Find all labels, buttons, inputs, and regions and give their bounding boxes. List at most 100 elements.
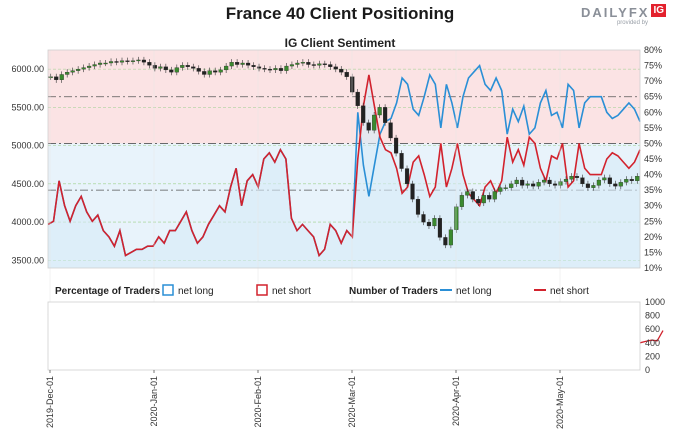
candle-body [366,122,371,131]
candle-body [503,187,508,189]
candle-body [136,59,141,62]
y-right-tick-label: 35% [644,185,662,195]
candle-body [114,61,119,63]
y-traders-tick-label: 0 [645,365,650,375]
y-right-tick-label: 75% [644,61,662,71]
candle-body [98,62,103,65]
page-title: France 40 Client Positioning [225,4,455,23]
y-right-tick-label: 60% [644,107,662,117]
candle-body [547,179,552,185]
candle-body [624,179,629,183]
y-traders-tick-label: 800 [645,311,660,321]
candle-body [300,62,305,64]
candle-body [267,68,273,71]
candle-body [372,114,377,131]
y-left-tick-label: 3500.00 [11,255,44,265]
x-tick-label: 2020-May-01 [555,376,565,429]
candle-body [218,69,223,73]
candle-body [383,107,388,123]
candle-body [574,176,580,178]
candle-body [426,221,432,227]
candle-body [256,66,262,69]
candle-body [355,91,360,106]
dailyfx-logo[interactable]: DAILYFX IG provided by [581,4,666,26]
candle-body [185,65,190,67]
candle-body [295,62,300,65]
candle-body [629,179,634,181]
candle-body [119,60,125,63]
candle-body [591,185,596,188]
candle-body [246,62,251,66]
y-right-tick-label: 15% [644,247,662,257]
candle-body [470,191,475,200]
x-tick-label: 2020-Jan-01 [149,376,159,427]
candle-body [415,199,421,215]
y-right-tick-label: 30% [644,201,662,211]
candle-body [448,229,453,246]
candle-body [536,182,541,187]
candle-body [317,63,322,66]
sentiment-chart-title: IG Client Sentiment [285,36,396,50]
legend-pct-title: Percentage of Traders [55,286,160,297]
sentiment-axes: 6000.00 5500.00 5000.00 4500.00 4000.00 3500.… [11,45,662,273]
y-right-tick-label: 20% [644,232,662,242]
candle-body [542,179,547,183]
candle-body [147,62,152,66]
candle-body [520,179,525,186]
candle-body [421,214,426,223]
x-tick-label: 2020-Mar-01 [347,376,357,428]
candle-body [103,62,108,65]
x-tick-label: 2020-Apr-01 [451,376,461,426]
candle-body [514,179,519,185]
legend-pct-short-label: net short [272,286,311,297]
candle-body [70,70,75,73]
sentiment-plot [47,50,641,370]
y-right-tick-label: 50% [644,138,662,148]
sentiment-frame [47,49,641,269]
candle-body [580,177,585,185]
candle-body [492,191,497,200]
candle-body [191,66,196,69]
candle-body [437,218,442,238]
x-tick-label: 2019-Dec-01 [45,376,55,428]
candle-body [459,195,464,207]
candle-body [344,72,349,77]
candle-body [377,107,382,116]
candle-body [229,62,234,67]
y-right-tick-label: 25% [644,216,662,226]
candle-body [224,65,229,71]
candle-body [388,122,393,139]
y-left-tick-label: 4000.00 [11,217,44,227]
y-left-tick-label: 5000.00 [11,141,44,151]
y-traders-tick-label: 400 [645,338,660,348]
y-right-tick-label: 55% [644,123,662,133]
y-traders-tick-label: 600 [645,324,660,334]
candle-body [328,64,333,67]
candle-body [361,105,366,123]
pct-short-line [47,74,641,258]
candle-body [585,183,590,188]
legend-num-short-label: net short [550,286,589,297]
candle-body [525,183,530,186]
y-right-tick-label: 65% [644,92,662,102]
candle-body [213,70,218,73]
traders-frame [47,301,641,371]
y-right-tick-label: 10% [644,263,662,273]
candle-body [613,183,618,187]
candle-body [481,195,486,204]
candle-body [284,65,289,71]
y-right-tick-label: 80% [644,45,662,55]
candle-body [202,71,207,75]
candle-body [130,60,136,62]
candle-body [531,183,536,187]
candle-body [180,65,185,68]
candle-body [339,68,344,73]
candle-body [196,68,201,72]
candle-body [251,65,256,67]
candle-body [563,179,569,182]
candle-body [596,179,601,186]
candle-body [262,68,267,70]
candle-body [454,206,459,230]
y-left-tick-label: 6000.00 [11,64,44,74]
